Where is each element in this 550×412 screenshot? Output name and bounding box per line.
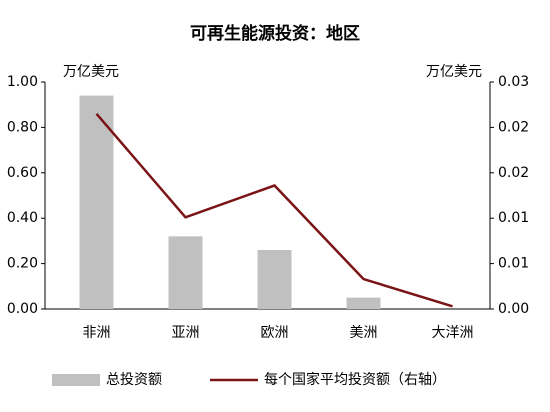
- legend-label: 每个国家平均投资额（右轴）: [264, 371, 446, 388]
- chart-title: 可再生能源投资：地区: [190, 23, 360, 44]
- y-tick-label: 0.20: [7, 256, 38, 272]
- y2-tick-label: 0.00: [498, 301, 529, 317]
- y-tick-label: 0.60: [7, 165, 38, 181]
- x-tick-label: 亚洲: [172, 325, 200, 341]
- y2-tick-label: 0.02: [498, 165, 529, 181]
- legend-label: 总投资额: [106, 372, 162, 388]
- x-tick-label: 欧洲: [261, 325, 289, 341]
- x-tick-label: 非洲: [83, 325, 111, 341]
- y2-axis-unit: 万亿美元: [426, 64, 482, 80]
- y2-tick-label: 0.01: [498, 210, 529, 226]
- bar: [168, 236, 203, 309]
- bar: [346, 297, 381, 309]
- y-axis-unit: 万亿美元: [63, 64, 119, 80]
- y-tick-label: 0.00: [7, 301, 38, 317]
- x-tick-label: 大洋洲: [432, 325, 474, 341]
- y-tick-label: 0.40: [7, 210, 38, 226]
- legend-swatch: [52, 374, 100, 386]
- line: [95, 112, 453, 308]
- y-tick-label: 1.00: [7, 74, 38, 90]
- bar: [257, 249, 292, 309]
- y-tick-label: 0.80: [7, 119, 38, 135]
- y2-tick-label: 0.03: [498, 74, 529, 90]
- y2-tick-label: 0.01: [498, 256, 529, 272]
- y2-tick-label: 0.02: [498, 119, 529, 135]
- x-tick-label: 美洲: [350, 325, 378, 341]
- bar: [79, 95, 114, 310]
